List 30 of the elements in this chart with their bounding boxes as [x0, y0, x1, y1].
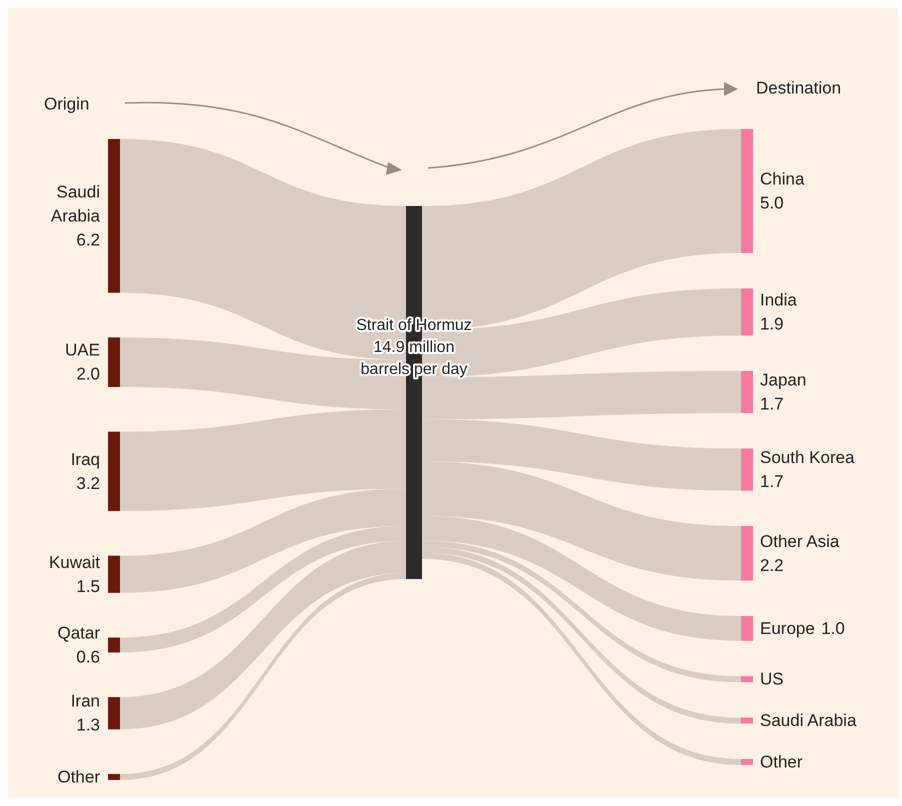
data-label: 1.0 [821, 618, 845, 638]
data-label: 2.2 [760, 556, 784, 575]
text: Destination [756, 78, 842, 98]
data-label: 1.9 [760, 314, 784, 334]
category-label: Other [760, 752, 803, 772]
category-label: Japan [760, 370, 806, 390]
category-label: Saudi Arabia [760, 711, 857, 730]
data-label: 5.0 [760, 194, 784, 212]
data-label: 1.5 [76, 576, 100, 596]
text: Origin [44, 94, 90, 114]
category-label: Europe [760, 618, 815, 638]
data-label: 1.7 [760, 394, 784, 414]
data-label: 1.7 [760, 472, 784, 492]
category-label: Iran [70, 692, 100, 711]
data-label: 0.6 [76, 648, 100, 666]
category-label: Kuwait [48, 552, 100, 572]
data-label: 6.2 [76, 230, 100, 250]
data-label: 2.0 [76, 364, 100, 384]
category-label: Other Asia [760, 532, 840, 551]
category-label: Other [57, 768, 100, 786]
data-label: 1.3 [76, 716, 100, 735]
category-label: China [760, 170, 805, 188]
category-label: US [760, 670, 784, 689]
category-label: Iraq [70, 450, 100, 469]
category-label: UAE [65, 340, 100, 360]
category-label: South Korea [760, 448, 856, 468]
category-label: Qatar [57, 624, 100, 642]
category-label: Saudi Arabia [50, 182, 101, 226]
category-label: India [760, 290, 798, 310]
data-label: 3.2 [76, 474, 100, 493]
